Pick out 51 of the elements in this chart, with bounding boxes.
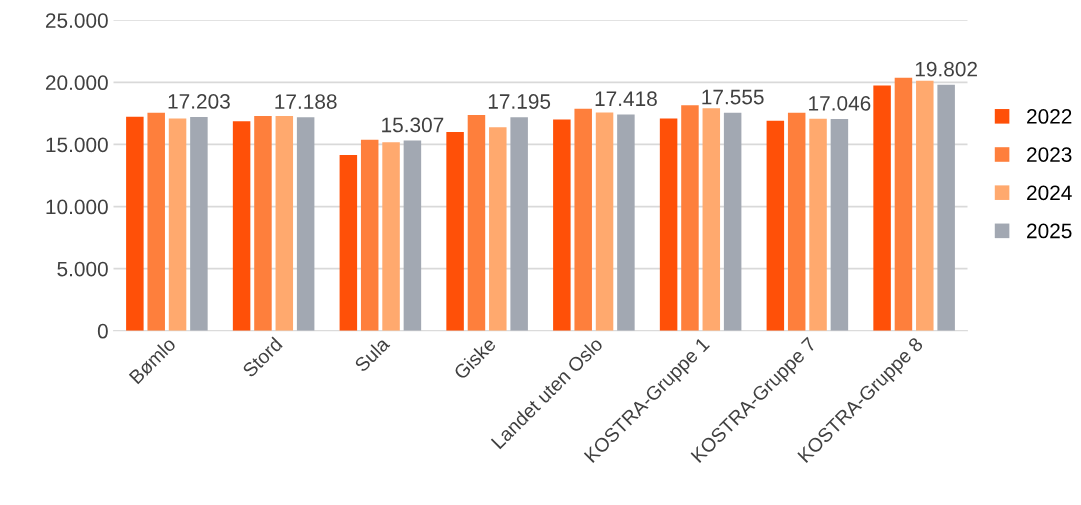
bar — [574, 108, 592, 331]
bar — [510, 117, 528, 331]
bar — [339, 154, 358, 331]
y-tick-label: 15.000 — [46, 137, 108, 153]
bar — [467, 115, 486, 331]
bar — [787, 112, 806, 331]
bar — [659, 118, 678, 331]
y-tick-label: 20.000 — [45, 75, 108, 91]
bar — [403, 140, 422, 331]
bar — [617, 114, 635, 331]
data-label: 17.195 — [488, 94, 551, 109]
bar — [937, 84, 955, 331]
bar — [168, 118, 187, 331]
bar — [702, 108, 721, 331]
bar — [254, 116, 272, 331]
bar — [190, 117, 208, 331]
legend-label: 2025 — [1027, 223, 1072, 239]
y-tick-label: 25.000 — [45, 13, 108, 28]
data-label: 17.188 — [275, 94, 337, 109]
data-label: 15.307 — [382, 117, 444, 133]
data-label: 17.046 — [809, 95, 871, 111]
bar — [916, 80, 934, 331]
data-label: 19.802 — [915, 61, 977, 77]
y-tick-label: 0 — [97, 323, 108, 339]
bar — [147, 112, 165, 331]
bar — [723, 112, 742, 331]
bar — [296, 117, 315, 331]
bar — [830, 119, 849, 331]
data-label: 17.555 — [702, 89, 764, 105]
legend-label: 2023 — [1027, 147, 1072, 162]
bar — [275, 115, 294, 331]
bar — [360, 139, 379, 331]
bar — [446, 132, 464, 331]
y-tick-label: 5.000 — [57, 261, 108, 277]
bar — [766, 120, 785, 331]
legend-label: 2024 — [1027, 185, 1072, 201]
bar — [595, 112, 614, 331]
bar — [809, 118, 827, 331]
bar — [873, 85, 891, 331]
bar — [681, 105, 699, 331]
legend-label: 2022 — [1027, 109, 1072, 124]
y-tick-label: 10.000 — [46, 199, 108, 215]
x-tick-label: Sula — [353, 335, 391, 373]
bar — [126, 116, 144, 331]
bar — [553, 119, 571, 331]
data-label: 17.203 — [168, 94, 230, 109]
data-label: 17.418 — [595, 91, 657, 107]
bar — [382, 142, 400, 331]
bar — [489, 127, 507, 331]
bar — [232, 121, 251, 331]
bar — [894, 77, 913, 331]
